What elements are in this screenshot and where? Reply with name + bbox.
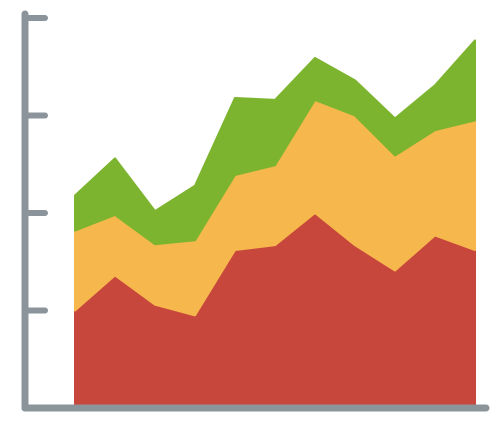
area xyxy=(74,39,476,246)
